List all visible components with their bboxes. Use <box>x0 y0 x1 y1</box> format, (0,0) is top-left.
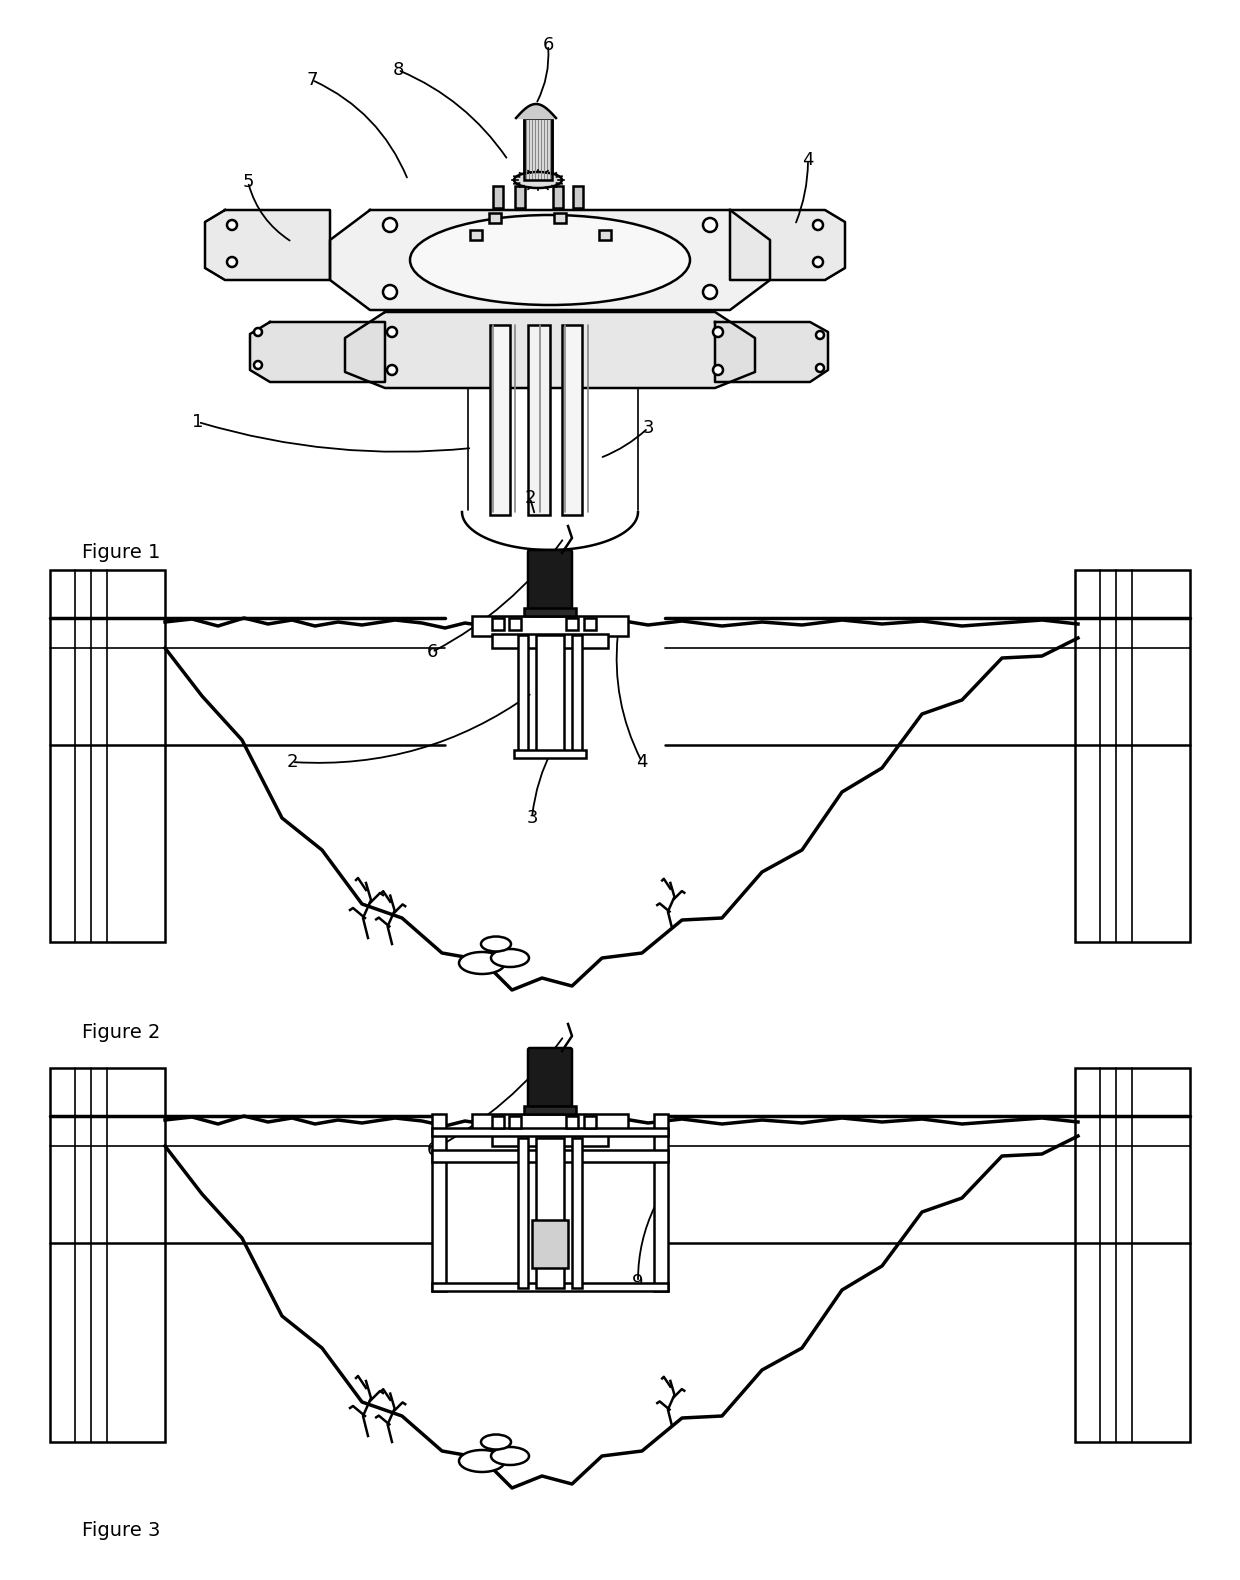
Circle shape <box>254 329 262 337</box>
Bar <box>494 186 503 209</box>
FancyBboxPatch shape <box>528 550 572 616</box>
Bar <box>525 118 552 180</box>
Bar <box>472 616 627 637</box>
FancyBboxPatch shape <box>528 1048 572 1114</box>
Bar <box>470 231 482 240</box>
Circle shape <box>816 363 825 371</box>
Circle shape <box>387 327 397 337</box>
Bar <box>525 118 552 180</box>
Bar <box>50 1068 165 1443</box>
Bar <box>508 618 521 630</box>
Bar <box>489 213 501 223</box>
Text: 7: 7 <box>306 71 317 88</box>
Text: 9: 9 <box>632 1273 644 1291</box>
Bar <box>584 618 596 630</box>
Circle shape <box>713 327 723 337</box>
Ellipse shape <box>459 1450 505 1473</box>
Text: 3: 3 <box>642 419 653 438</box>
Circle shape <box>816 330 825 340</box>
Bar <box>492 634 608 648</box>
Polygon shape <box>205 210 330 280</box>
Bar <box>554 213 565 223</box>
Ellipse shape <box>459 953 505 973</box>
Circle shape <box>387 365 397 374</box>
Bar <box>432 1128 668 1136</box>
Text: 4: 4 <box>636 754 647 771</box>
Bar <box>565 1115 578 1128</box>
Bar <box>432 1114 446 1291</box>
Bar <box>492 1115 503 1128</box>
Ellipse shape <box>410 215 689 305</box>
Bar <box>532 1220 568 1269</box>
Circle shape <box>703 284 717 299</box>
Bar <box>525 1106 577 1114</box>
Polygon shape <box>715 322 828 382</box>
Bar <box>536 635 564 754</box>
Bar <box>528 325 551 515</box>
Bar <box>653 1114 668 1291</box>
Circle shape <box>383 218 397 232</box>
Ellipse shape <box>515 172 562 188</box>
Bar <box>562 325 582 515</box>
Bar <box>572 635 582 754</box>
Bar <box>432 1150 668 1161</box>
Bar <box>599 231 611 240</box>
Text: 6: 6 <box>542 36 554 54</box>
Circle shape <box>703 218 717 232</box>
Text: 2: 2 <box>525 488 536 507</box>
Text: 2: 2 <box>286 754 298 771</box>
Text: 1: 1 <box>192 412 203 431</box>
Bar <box>525 608 577 616</box>
Text: Figure 3: Figure 3 <box>82 1520 160 1539</box>
Bar <box>584 1115 596 1128</box>
Text: Figure 2: Figure 2 <box>82 1022 160 1041</box>
Text: 5: 5 <box>242 172 254 191</box>
Ellipse shape <box>481 937 511 951</box>
Bar <box>508 1115 521 1128</box>
Bar <box>492 618 503 630</box>
Bar <box>432 1283 668 1291</box>
Circle shape <box>383 284 397 299</box>
Bar <box>515 750 587 758</box>
Bar <box>1075 570 1190 942</box>
Bar <box>518 1138 528 1288</box>
Text: 6: 6 <box>427 643 438 660</box>
Bar <box>572 1138 582 1288</box>
Text: 3: 3 <box>526 809 538 826</box>
Circle shape <box>813 258 823 267</box>
Circle shape <box>813 220 823 231</box>
Text: Figure 1: Figure 1 <box>82 542 160 561</box>
Text: 8: 8 <box>392 62 404 79</box>
Ellipse shape <box>481 1435 511 1449</box>
Bar <box>50 570 165 942</box>
Circle shape <box>713 365 723 374</box>
Polygon shape <box>345 311 755 389</box>
Circle shape <box>254 360 262 370</box>
Ellipse shape <box>491 950 529 967</box>
Text: 4: 4 <box>802 152 813 169</box>
Bar <box>553 186 563 209</box>
Text: 6: 6 <box>427 1141 438 1160</box>
Circle shape <box>227 258 237 267</box>
Bar <box>565 618 578 630</box>
Bar <box>573 186 583 209</box>
Bar <box>536 1138 564 1288</box>
Ellipse shape <box>491 1447 529 1465</box>
Polygon shape <box>250 322 384 382</box>
Bar <box>518 635 528 754</box>
Polygon shape <box>330 210 770 310</box>
Bar <box>492 1131 608 1146</box>
Bar <box>1075 1068 1190 1443</box>
Bar <box>515 186 525 209</box>
Circle shape <box>227 220 237 231</box>
Polygon shape <box>730 210 844 280</box>
Bar <box>472 1114 627 1134</box>
Bar <box>490 325 510 515</box>
